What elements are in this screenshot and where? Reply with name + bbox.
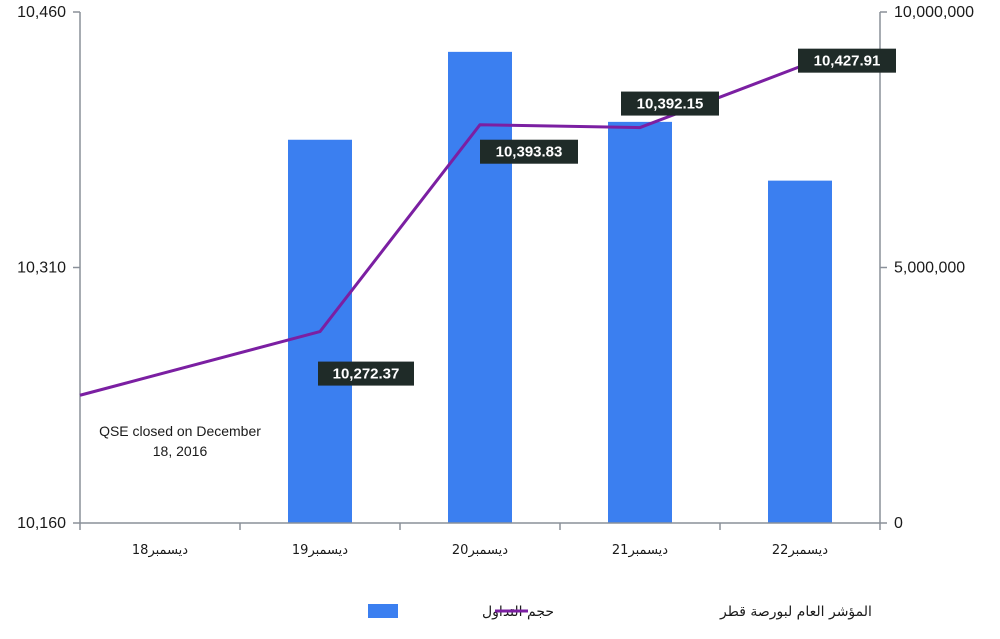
data-label-4: 10,392.15 xyxy=(621,91,719,116)
x-tick-label: ديسمبر18 xyxy=(132,543,188,558)
data-label-box xyxy=(798,48,896,73)
bar-5 xyxy=(768,180,832,523)
x-tick-label: ديسمبر19 xyxy=(292,543,348,558)
data-label-3: 10,393.83 xyxy=(480,139,578,164)
data-label-5: 10,427.91 xyxy=(798,48,896,73)
index-line xyxy=(79,65,801,397)
data-label-box xyxy=(480,139,578,164)
annotation-text: 18, 2016 xyxy=(153,443,208,459)
x-tick-label: ديسمبر21 xyxy=(612,543,668,558)
left-tick-label: 10,460 xyxy=(17,4,66,21)
right-tick-label: 0 xyxy=(894,515,903,532)
data-label-2: 10,272.37 xyxy=(318,361,414,386)
left-tick-label: 10,310 xyxy=(17,260,66,277)
legend-line-label: المؤشر العام لبورصة قطر xyxy=(719,604,872,620)
data-label-text: 10,393.83 xyxy=(496,144,563,161)
legend: حجم التداولالمؤشر العام لبورصة قطر xyxy=(368,604,872,620)
data-label-text: 10,272.37 xyxy=(333,366,400,383)
bar-3 xyxy=(448,51,512,523)
x-tick-label: ديسمبر20 xyxy=(452,543,508,558)
data-label-text: 10,392.15 xyxy=(637,96,704,113)
data-label-text: 10,427.91 xyxy=(814,53,881,70)
right-tick-label: 5,000,000 xyxy=(894,260,965,277)
data-label-box xyxy=(318,361,414,386)
left-tick-label: 10,160 xyxy=(17,515,66,532)
x-tick-label: ديسمبر22 xyxy=(772,543,828,558)
annotation-text: QSE closed on December xyxy=(99,423,261,439)
legend-bar-swatch xyxy=(368,604,398,618)
data-label-box xyxy=(621,91,719,116)
bar-4 xyxy=(608,121,672,524)
right-tick-label: 10,000,000 xyxy=(894,4,974,21)
